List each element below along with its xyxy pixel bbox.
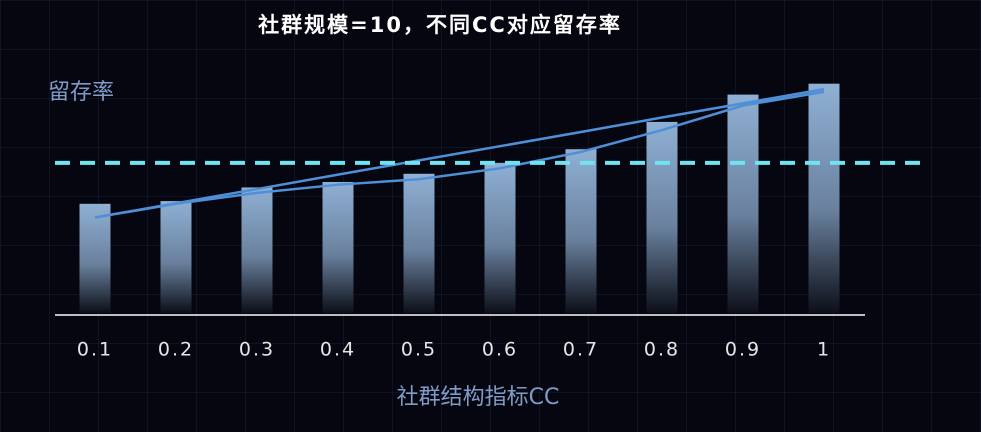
bar bbox=[565, 149, 597, 313]
x-axis-label: 社群结构指标CC bbox=[397, 385, 560, 410]
bar bbox=[79, 203, 111, 313]
bar bbox=[727, 94, 759, 313]
x-tick-label: 0.8 bbox=[644, 339, 680, 361]
x-tick-label: 0.9 bbox=[725, 339, 761, 361]
x-tick-label: 0.3 bbox=[239, 339, 275, 361]
y-axis-label: 留存率 bbox=[48, 80, 114, 105]
chart-title: 社群规模=10，不同CC对应留存率 bbox=[257, 13, 622, 37]
x-tick-label: 0.4 bbox=[320, 339, 356, 361]
x-tick-label: 0.6 bbox=[482, 339, 518, 361]
x-tick-label: 0.2 bbox=[158, 339, 194, 361]
x-tick-label: 1 bbox=[817, 339, 831, 361]
x-tick-label: 0.5 bbox=[401, 339, 437, 361]
bar bbox=[484, 162, 516, 313]
trend-line bbox=[94, 87, 825, 219]
bar bbox=[808, 83, 840, 314]
x-tick-label: 0.7 bbox=[563, 339, 599, 361]
bar bbox=[646, 121, 678, 314]
bar bbox=[241, 187, 273, 313]
bar bbox=[403, 173, 435, 313]
trend-line bbox=[94, 90, 825, 219]
x-tick-label: 0.1 bbox=[77, 339, 113, 361]
bar bbox=[322, 181, 354, 313]
bar bbox=[160, 201, 192, 313]
